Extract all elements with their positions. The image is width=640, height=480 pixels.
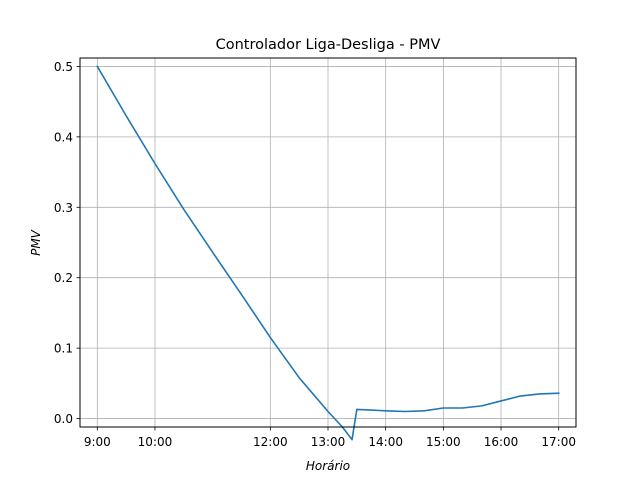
- x-tick-label: 15:00: [426, 435, 461, 449]
- y-tick-label: 0.1: [54, 342, 73, 356]
- x-tick-label: 10:00: [138, 435, 173, 449]
- pmv-series-line: [96, 65, 560, 441]
- x-tick-label: 13:00: [311, 435, 346, 449]
- plot-area: [96, 65, 560, 441]
- y-axis-label: PMV: [29, 229, 43, 256]
- x-tick-label: 17:00: [541, 435, 576, 449]
- y-tick-label: 0.2: [54, 271, 73, 285]
- x-axis-label: Horário: [306, 459, 350, 473]
- x-tick-label: 14:00: [368, 435, 403, 449]
- y-tick-label: 0.3: [54, 201, 73, 215]
- x-tick-label: 16:00: [484, 435, 519, 449]
- y-tick-label: 0.5: [54, 60, 73, 74]
- grid-lines: [80, 58, 576, 427]
- x-axis: 9:00 10:00 12:00 13:00 14:00 15:00 16:00 17:00: [84, 427, 576, 449]
- chart-title: Controlador Liga-Desliga - PMV: [216, 37, 441, 53]
- y-axis: 0.0 0.1 0.2 0.3 0.4 0.5: [54, 60, 80, 426]
- y-tick-label: 0.0: [54, 412, 73, 426]
- y-tick-label: 0.4: [54, 130, 73, 144]
- x-tick-label: 9:00: [84, 435, 111, 449]
- x-tick-label: 12:00: [253, 435, 288, 449]
